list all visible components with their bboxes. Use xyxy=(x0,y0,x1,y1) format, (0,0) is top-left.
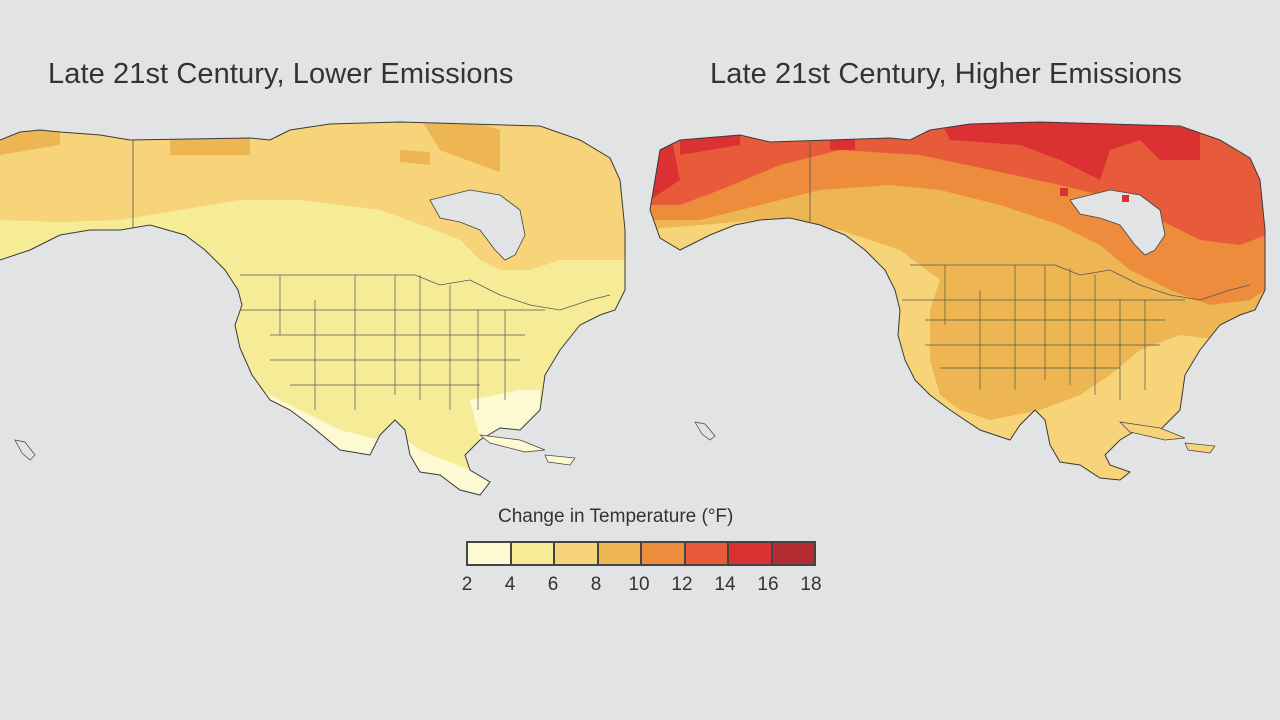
coastline xyxy=(0,121,626,496)
legend-bin-10-12 xyxy=(642,543,686,564)
map-higher-emissions xyxy=(649,121,1266,481)
legend-bin-6-8 xyxy=(555,543,599,564)
legend-tick: 12 xyxy=(671,574,693,595)
legend-bin-16-18 xyxy=(772,543,814,564)
legend-bin-12-14 xyxy=(685,543,729,564)
legend-tick: 4 xyxy=(504,574,516,595)
panel-title-lower-emissions: Late 21st Century, Lower Emissions xyxy=(48,58,514,90)
legend-tick: 2 xyxy=(461,574,473,595)
legend-ticks: 2 4 6 8 10 12 14 16 18 xyxy=(456,574,836,598)
legend-tick: 16 xyxy=(757,574,779,595)
legend-colorbar xyxy=(466,541,816,566)
hudson-bay xyxy=(1069,189,1166,256)
legend-tick: 14 xyxy=(714,574,736,595)
map-lower-emissions xyxy=(0,121,626,496)
coastline xyxy=(649,121,1266,481)
legend-tick: 18 xyxy=(800,574,822,595)
state-boundaries xyxy=(240,274,611,410)
legend-tick: 10 xyxy=(628,574,650,595)
legend-bin-8-10 xyxy=(598,543,642,564)
legend-bin-2-4 xyxy=(468,543,512,564)
legend-tick: 6 xyxy=(547,574,559,595)
legend-bin-14-16 xyxy=(729,543,773,564)
state-boundaries xyxy=(902,264,1251,400)
legend-bin-4-6 xyxy=(511,543,555,564)
panel-title-higher-emissions: Late 21st Century, Higher Emissions xyxy=(710,58,1183,90)
legend-title: Change in Temperature (°F) xyxy=(498,506,734,527)
hudson-bay xyxy=(429,189,526,261)
legend-tick: 8 xyxy=(590,574,602,595)
